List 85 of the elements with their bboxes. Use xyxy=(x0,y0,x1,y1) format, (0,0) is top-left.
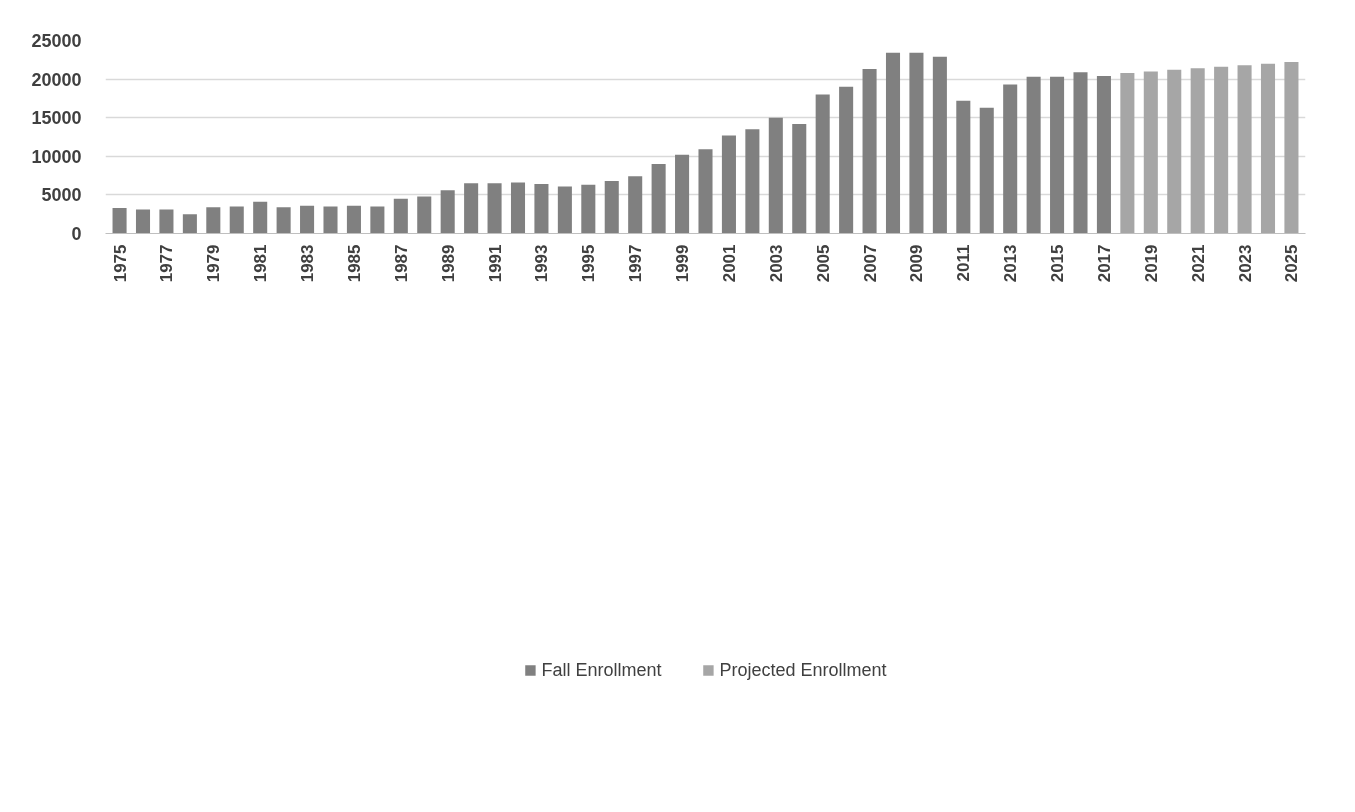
bar xyxy=(651,164,666,234)
bar xyxy=(721,135,736,234)
bar xyxy=(979,107,994,234)
x-tick-label: 1979 xyxy=(204,244,224,283)
bar xyxy=(909,52,924,234)
bar xyxy=(557,186,572,234)
bar xyxy=(815,94,830,234)
bar xyxy=(1143,71,1158,234)
bar xyxy=(487,183,502,234)
bar xyxy=(182,214,197,234)
x-tick-label: 2015 xyxy=(1048,244,1068,283)
bar xyxy=(745,129,760,234)
y-tick-label: 0 xyxy=(71,224,82,244)
x-tick-label: 1983 xyxy=(298,244,318,283)
bar xyxy=(1167,69,1182,234)
bar xyxy=(253,201,268,234)
x-tick-label: 2017 xyxy=(1094,244,1114,283)
x-tick-label: 1989 xyxy=(438,244,458,283)
bar xyxy=(885,52,901,234)
bar xyxy=(323,206,338,234)
x-tick-label: 2023 xyxy=(1235,244,1255,283)
x-tick-label: 2005 xyxy=(813,244,833,283)
bar xyxy=(159,209,174,234)
bar xyxy=(768,117,783,234)
bar xyxy=(464,183,479,234)
x-tick-label: 1993 xyxy=(532,244,552,283)
bar xyxy=(1003,84,1018,234)
bar xyxy=(956,100,971,234)
bar xyxy=(276,207,291,234)
y-tick-label: 5000 xyxy=(41,185,82,206)
bar xyxy=(862,69,877,234)
bar xyxy=(675,154,690,234)
bar xyxy=(370,206,385,234)
bar xyxy=(604,181,619,234)
x-tick-label: 1991 xyxy=(485,244,505,283)
x-tick-label: 2001 xyxy=(719,244,739,283)
x-tick-label: 2025 xyxy=(1282,244,1302,283)
bar xyxy=(581,184,596,234)
x-tick-label: 1985 xyxy=(344,244,364,283)
bar xyxy=(440,190,455,234)
bar xyxy=(417,196,432,234)
x-tick-label: 1977 xyxy=(157,244,177,283)
x-tick-label: 1975 xyxy=(110,244,130,283)
x-tick-label: 2003 xyxy=(766,244,786,283)
x-tick-label: 2013 xyxy=(1001,244,1021,283)
bar xyxy=(1214,66,1229,234)
bar xyxy=(628,176,643,234)
y-tick-label: 15000 xyxy=(31,108,82,129)
bar xyxy=(510,182,526,234)
bar xyxy=(206,207,221,234)
bar xyxy=(698,149,713,234)
bar xyxy=(135,209,151,234)
bar xyxy=(1284,62,1299,234)
x-tick-label: 2021 xyxy=(1188,244,1208,283)
x-tick-label: 1997 xyxy=(626,244,646,283)
bar xyxy=(1260,63,1276,234)
bar xyxy=(1237,65,1252,234)
x-tick-label: 2019 xyxy=(1141,244,1161,283)
y-tick-label: 20000 xyxy=(31,69,82,90)
bar xyxy=(300,205,315,234)
legend-label: Projected Enrollment xyxy=(719,659,887,681)
bar xyxy=(534,184,549,234)
bar xyxy=(112,208,127,234)
y-tick-label: 10000 xyxy=(31,146,82,167)
bar xyxy=(1120,72,1135,234)
y-tick-label: 25000 xyxy=(31,31,82,51)
bar xyxy=(1096,76,1111,234)
x-tick-label: 2009 xyxy=(907,244,927,283)
legend-label: Fall Enrollment xyxy=(541,659,662,681)
bar xyxy=(1190,68,1205,234)
x-tick-label: 2011 xyxy=(954,244,974,282)
bar xyxy=(1073,72,1088,234)
x-tick-label: 1981 xyxy=(251,244,271,283)
bar xyxy=(839,86,854,234)
x-tick-label: 1995 xyxy=(579,244,599,283)
x-tick-label: 1987 xyxy=(391,244,411,283)
bar xyxy=(1050,76,1065,234)
x-tick-label: 1999 xyxy=(673,244,693,283)
bar xyxy=(393,198,408,234)
bar xyxy=(932,56,947,234)
bar xyxy=(1026,76,1041,234)
x-tick-label: 2007 xyxy=(860,244,880,283)
bar xyxy=(346,205,361,234)
bar xyxy=(792,123,807,234)
bar xyxy=(229,206,244,234)
